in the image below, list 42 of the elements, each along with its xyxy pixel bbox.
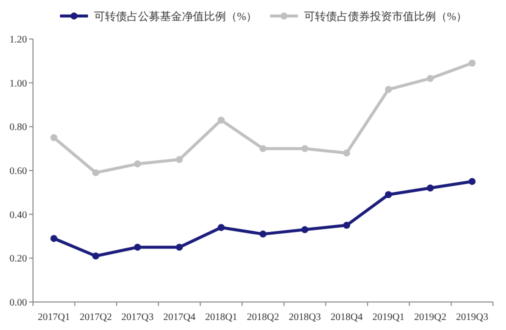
point bbox=[384, 191, 392, 198]
point bbox=[92, 252, 100, 260]
point bbox=[218, 116, 225, 124]
x-tick-label: 2017Q4 bbox=[163, 312, 196, 323]
x-tick-label: 2018Q2 bbox=[246, 312, 280, 323]
legend-label: 可转债占债券投资市值比例（%） bbox=[304, 10, 468, 23]
point bbox=[426, 74, 434, 82]
y-tick-label: 0.60 bbox=[10, 166, 27, 177]
point bbox=[301, 226, 308, 234]
legend-label: 可转债占公募基金净值比例（%） bbox=[94, 10, 258, 23]
y-tick-label: 0.80 bbox=[10, 122, 27, 134]
x-tick-label: 2018Q3 bbox=[288, 312, 321, 323]
point bbox=[260, 145, 266, 152]
point bbox=[384, 86, 392, 93]
x-tick-label: 2017Q1 bbox=[38, 312, 70, 323]
point bbox=[176, 244, 183, 251]
point bbox=[92, 169, 100, 176]
point bbox=[468, 60, 476, 67]
y-tick-label: 0.20 bbox=[10, 254, 27, 265]
y-tick-label: 0.40 bbox=[10, 210, 27, 221]
point bbox=[50, 234, 58, 242]
y-tick-label: 0.00 bbox=[10, 298, 27, 308]
point bbox=[426, 184, 434, 192]
x-tick-label: 2017Q3 bbox=[121, 312, 154, 323]
point bbox=[134, 244, 142, 251]
point bbox=[50, 134, 58, 142]
y-tick-label: 1.00 bbox=[10, 78, 27, 90]
point bbox=[218, 224, 225, 231]
point bbox=[343, 222, 350, 229]
x-tick-label: 2019Q1 bbox=[372, 312, 405, 323]
point bbox=[176, 156, 183, 164]
y-tick-label: 1.20 bbox=[10, 34, 27, 46]
x-tick-label: 2018Q4 bbox=[330, 312, 363, 323]
point bbox=[260, 230, 266, 238]
point bbox=[301, 145, 308, 152]
x-tick-label: 2019Q3 bbox=[456, 312, 488, 323]
point bbox=[343, 149, 350, 156]
point bbox=[134, 160, 142, 168]
x-tick-label: 2019Q2 bbox=[414, 312, 446, 323]
x-tick-label: 2018Q1 bbox=[205, 312, 238, 323]
point bbox=[468, 178, 476, 185]
x-tick-label: 2017Q2 bbox=[80, 312, 112, 323]
